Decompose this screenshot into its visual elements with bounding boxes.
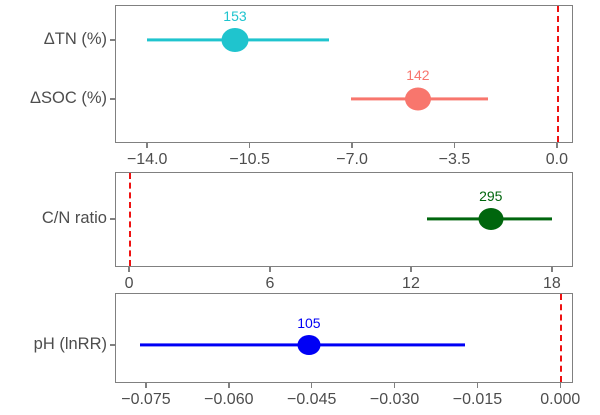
sample-size-label: 153 [223, 7, 247, 24]
effect-size-point [221, 28, 249, 52]
x-tick-mark [128, 267, 130, 272]
x-tick-label: −7.0 [336, 151, 368, 168]
x-tick-label: −3.5 [438, 151, 471, 168]
x-tick-label: 0.000 [540, 391, 581, 408]
x-tick-label: −14.0 [126, 151, 168, 168]
reference-line [129, 173, 132, 266]
x-tick-label: −0.015 [452, 391, 503, 408]
x-tick-mark [228, 383, 230, 388]
panel-3 [115, 293, 573, 383]
x-tick-mark [248, 143, 251, 148]
y-tick-mark [110, 344, 115, 346]
x-tick-mark [310, 383, 313, 388]
reference-line [560, 294, 563, 382]
y-axis-label: pH (lnRR) [33, 335, 107, 353]
effect-size-point [297, 335, 321, 355]
x-tick-label: −0.060 [204, 391, 254, 408]
y-axis-label: C/N ratio [41, 209, 107, 227]
y-tick-mark [110, 98, 115, 100]
x-tick-label: 0 [124, 275, 134, 292]
reference-line [556, 6, 559, 142]
x-tick-mark [410, 267, 412, 272]
x-tick-mark [351, 143, 353, 148]
x-tick-mark [269, 267, 271, 272]
x-tick-label: −0.030 [369, 391, 420, 408]
y-tick-mark [110, 39, 115, 41]
panel-1 [115, 5, 573, 143]
x-tick-label: −10.5 [229, 151, 270, 168]
x-tick-mark [551, 267, 553, 272]
y-tick-mark [110, 218, 115, 220]
sample-size-label: 142 [406, 67, 430, 83]
x-tick-mark [146, 143, 148, 148]
x-tick-mark [556, 143, 558, 148]
y-axis-label: ΔTN (%) [43, 30, 107, 48]
effect-size-point [404, 87, 431, 111]
x-tick-label: 12 [402, 275, 420, 292]
x-tick-mark [476, 383, 479, 388]
x-tick-label: −0.075 [121, 391, 171, 408]
sample-size-label: 295 [479, 187, 503, 204]
sample-size-label: 105 [297, 314, 321, 331]
effect-size-point [478, 208, 504, 230]
x-tick-label: 0.0 [545, 151, 569, 168]
x-tick-label: 6 [265, 275, 275, 292]
y-axis-label: ΔSOC (%) [29, 89, 107, 107]
x-tick-label: −0.045 [286, 391, 337, 408]
x-tick-mark [393, 383, 396, 388]
x-tick-label: 18 [542, 275, 561, 292]
x-tick-mark [453, 143, 456, 148]
x-tick-mark [559, 383, 561, 388]
x-tick-mark [145, 383, 147, 388]
